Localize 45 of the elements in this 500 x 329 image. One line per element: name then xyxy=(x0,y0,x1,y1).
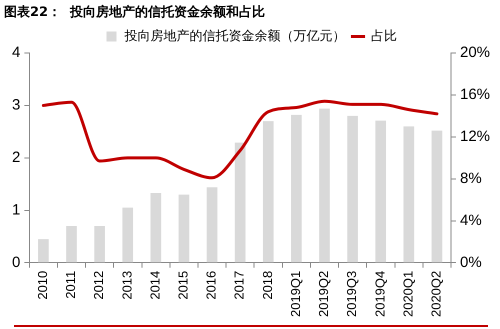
y-tick-label: 3 xyxy=(12,96,20,114)
x-tick-label: 2013 xyxy=(119,270,134,300)
bar xyxy=(66,226,77,262)
y-tick-label: 0 xyxy=(12,254,20,271)
x-tick-label: 2019Q2 xyxy=(316,270,332,318)
bar xyxy=(38,239,49,262)
x-tick-label: 2018 xyxy=(260,270,275,300)
x-tick-label: 2017 xyxy=(232,270,247,300)
y2-tick-label: 16% xyxy=(460,86,490,104)
x-tick-label: 2012 xyxy=(91,270,106,300)
bar xyxy=(319,108,330,262)
bar xyxy=(234,142,246,262)
x-tick-label: 2020Q2 xyxy=(428,270,444,318)
legend-label: 投向房地产的信托资金余额（万亿元） xyxy=(124,28,346,44)
x-tick-label: 2016 xyxy=(204,270,219,300)
bar xyxy=(432,130,442,262)
y2-tick-label: 0% xyxy=(460,254,482,271)
x-tick-label: 2014 xyxy=(147,270,162,300)
bar xyxy=(178,194,190,262)
x-tick-label: 2020Q1 xyxy=(400,270,416,318)
bar xyxy=(291,114,302,262)
x-tick-label: 2019Q1 xyxy=(288,270,303,318)
y2-tick-label: 8% xyxy=(460,170,482,187)
x-tick-label: 2015 xyxy=(176,270,191,300)
bar xyxy=(122,208,134,262)
y2-tick-label: 4% xyxy=(460,212,482,229)
y-tick-label: 2 xyxy=(12,149,20,166)
y-tick-label: 4 xyxy=(12,44,20,62)
y2-tick-label: 12% xyxy=(460,128,490,146)
bar xyxy=(375,120,386,262)
bar xyxy=(347,116,358,262)
bar xyxy=(262,121,274,262)
y2-tick-label: 20% xyxy=(460,44,490,62)
bar xyxy=(403,126,414,262)
x-tick-label: 2019Q3 xyxy=(344,270,360,318)
bar xyxy=(150,193,162,262)
bar xyxy=(206,187,218,262)
x-tick-label: 2010 xyxy=(34,270,50,300)
x-tick-label: 2011 xyxy=(63,270,78,299)
x-tick-label: 2019Q4 xyxy=(372,270,388,318)
bar xyxy=(94,226,105,262)
line-series xyxy=(42,100,438,180)
legend-label: 占比 xyxy=(371,28,397,44)
chart-title: 图表22： 投向房地产的信托资金余额和占比 xyxy=(4,4,266,21)
y-tick-label: 1 xyxy=(12,201,20,218)
